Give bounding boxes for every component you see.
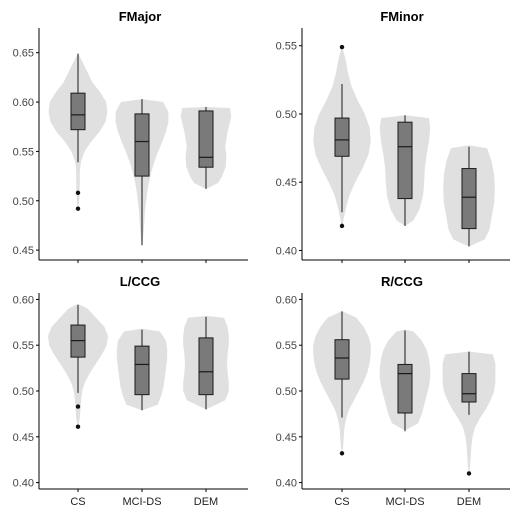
y-tick-label: 0.55 bbox=[276, 41, 297, 53]
y-tick-label: 0.55 bbox=[13, 146, 34, 158]
box-dem bbox=[198, 337, 214, 396]
panel-title: L/CCG bbox=[120, 274, 160, 289]
y-tick-label: 0.55 bbox=[13, 340, 34, 352]
box-cs bbox=[334, 117, 350, 157]
panel-fmajor: FMajor 0.45 0.50 0.55 0.60 0.65 bbox=[13, 9, 248, 263]
y-tick-label: 0.50 bbox=[13, 386, 34, 398]
panel-title: FMajor bbox=[119, 9, 162, 24]
outlier-point bbox=[75, 424, 81, 429]
y-tick-label: 0.65 bbox=[13, 48, 34, 60]
outlier-point bbox=[339, 451, 345, 456]
x-tick-label: CS bbox=[334, 496, 349, 508]
y-tick-label: 0.45 bbox=[276, 432, 297, 444]
box-mci-ds bbox=[134, 113, 150, 177]
panel-fminor: FMinor 0.40 0.45 0.50 0.55 bbox=[276, 9, 510, 263]
x-tick-label: MCI-DS bbox=[385, 496, 424, 508]
x-tick-label: CS bbox=[70, 496, 85, 508]
box-dem bbox=[461, 168, 477, 230]
outlier-point bbox=[339, 44, 345, 50]
y-tick-label: 0.45 bbox=[276, 177, 297, 189]
y-tick-label: 0.45 bbox=[13, 432, 34, 444]
box-mci-ds bbox=[397, 363, 413, 414]
box-dem bbox=[461, 373, 477, 403]
y-tick-label: 0.40 bbox=[276, 478, 297, 490]
outlier-point bbox=[75, 190, 81, 196]
box-cs bbox=[70, 92, 86, 131]
y-tick-label: 0.60 bbox=[13, 294, 34, 306]
x-tick-label: DEM bbox=[194, 496, 218, 508]
y-tick-label: 0.40 bbox=[13, 478, 34, 490]
y-tick-label: 0.50 bbox=[276, 386, 297, 398]
panel-rccg: R/CCG 0.40 0.45 0.50 0.55 0.60 CS MCI-DS DEM bbox=[276, 274, 510, 508]
y-tick-label: 0.50 bbox=[13, 196, 34, 208]
y-tick-label: 0.60 bbox=[276, 294, 297, 306]
outlier-point bbox=[75, 206, 81, 211]
outlier-point bbox=[339, 223, 345, 229]
outlier-point bbox=[466, 471, 472, 476]
y-tick-label: 0.50 bbox=[276, 109, 297, 121]
y-tick-label: 0.60 bbox=[13, 97, 34, 109]
x-tick-label: DEM bbox=[457, 496, 481, 508]
box-cs bbox=[334, 339, 350, 380]
box-mci-ds bbox=[397, 121, 413, 200]
y-tick-label: 0.40 bbox=[276, 245, 297, 257]
y-tick-label: 0.45 bbox=[13, 245, 34, 257]
panel-lccg: L/CCG 0.40 0.45 0.50 0.55 0.60 CS MCI-DS DEM bbox=[13, 274, 248, 508]
box-dem bbox=[198, 110, 214, 168]
outlier-point bbox=[75, 404, 81, 409]
panel-title: R/CCG bbox=[381, 274, 423, 289]
box-mci-ds bbox=[134, 345, 150, 396]
x-tick-label: MCI-DS bbox=[122, 496, 161, 508]
y-tick-label: 0.55 bbox=[276, 340, 297, 352]
panel-title: FMinor bbox=[380, 9, 423, 24]
